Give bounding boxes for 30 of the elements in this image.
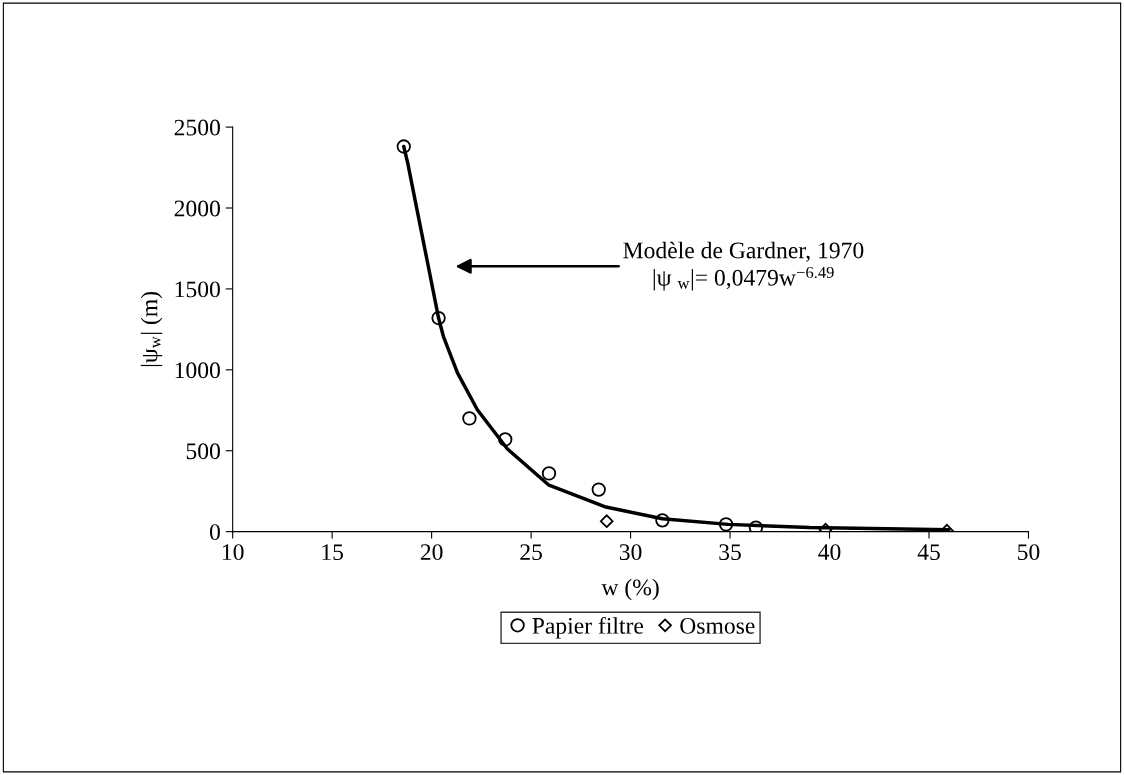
x-tick-label: 25	[520, 544, 542, 561]
y-tick-label: 2000	[174, 200, 220, 217]
x-tick-label: 35	[719, 544, 741, 561]
x-tick-label: 10	[222, 544, 244, 561]
point	[748, 520, 764, 532]
annotation: Modèle de Gardner, 1970 |ψ $_{w}$|= 0,0479w$^{−6.49}$	[623, 241, 864, 291]
x-tick-label: 45	[917, 544, 940, 561]
point	[498, 432, 513, 447]
x-tick-label: 15	[322, 544, 344, 561]
y-tick-label: 2500	[174, 119, 220, 136]
point	[462, 411, 477, 426]
legend-label: Papier filtre	[532, 616, 644, 639]
point	[396, 139, 411, 154]
point	[431, 310, 446, 326]
point	[718, 517, 734, 532]
point	[591, 482, 606, 497]
y-tick-label: 1500	[175, 281, 220, 298]
legend-label: Osmose	[680, 617, 755, 634]
point	[655, 513, 670, 528]
x-tick-label: 50	[1018, 544, 1040, 561]
x-axis-title: w (%)	[601, 578, 659, 601]
x-tick-label: 20	[420, 544, 443, 561]
x-tick-label: 40	[818, 544, 841, 561]
x-tick-label: 30	[619, 544, 642, 561]
y-axis-title: |ψ$_{w}$| (m)	[140, 292, 163, 367]
y-tick-label: 0	[209, 524, 220, 541]
point	[599, 514, 614, 528]
point	[541, 466, 557, 481]
y-tick-label: 500	[186, 443, 220, 460]
y-tick-label: 1000	[175, 362, 220, 379]
